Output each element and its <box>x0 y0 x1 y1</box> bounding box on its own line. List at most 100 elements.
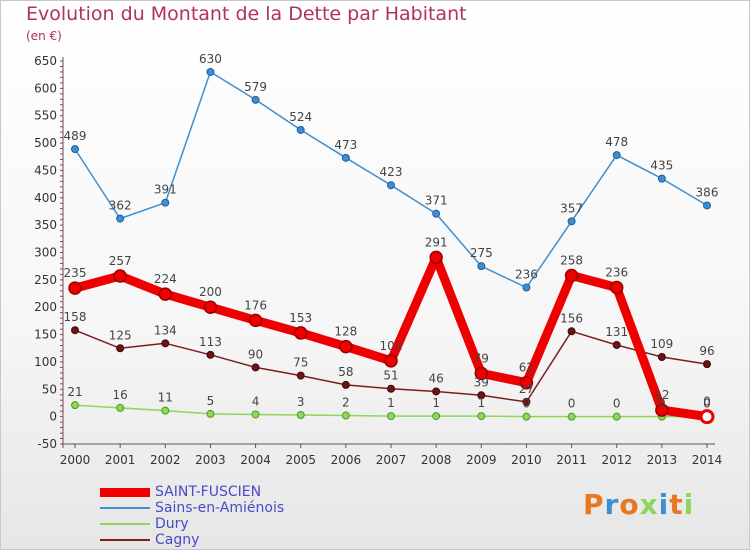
data-point-saint-fuscien <box>384 354 398 368</box>
legend-label-saint-fuscien: SAINT-FUSCIEN <box>155 484 262 500</box>
legend-label-dury: Dury <box>155 516 189 532</box>
x-tick-label: 2001 <box>105 453 136 467</box>
data-point-dury <box>387 412 395 421</box>
data-label-cagny: 125 <box>109 328 132 342</box>
data-label-saint-fuscien: 257 <box>109 254 132 268</box>
data-point-saint-fuscien <box>248 313 263 328</box>
legend-swatch-dury <box>100 523 150 525</box>
y-tick-label: 400 <box>34 191 57 205</box>
data-label-cagny: 90 <box>248 347 263 361</box>
chart-unit: (en €) <box>26 29 62 43</box>
data-label-sains-en-amienois: 524 <box>289 110 312 124</box>
data-point-saint-fuscien <box>158 287 173 301</box>
x-tick-label: 2011 <box>556 453 587 467</box>
legend: SAINT-FUSCIEN Sains-en-Amiénois Dury Cag… <box>100 484 284 548</box>
brand-letter: P <box>583 488 605 521</box>
brand-letter: i <box>683 488 695 521</box>
y-tick-label: 450 <box>34 163 57 177</box>
data-point-sains-en-amienois <box>432 209 441 218</box>
data-label-dury: 4 <box>252 394 260 408</box>
data-label-dury: 0 <box>568 397 576 411</box>
data-point-cagny <box>251 363 260 372</box>
data-point-cagny <box>296 371 305 380</box>
data-point-sains-en-amienois <box>612 151 621 160</box>
x-tick-label: 2013 <box>647 453 678 467</box>
data-label-sains-en-amienois: 489 <box>64 129 87 143</box>
data-label-cagny: 109 <box>650 337 673 351</box>
x-tick-label: 2003 <box>195 453 226 467</box>
data-point-saint-fuscien <box>519 375 534 390</box>
legend-swatch-sains-en-amienois <box>100 507 150 509</box>
data-label-sains-en-amienois: 579 <box>244 80 267 94</box>
data-label-sains-en-amienois: 386 <box>696 185 719 199</box>
data-point-dury <box>477 412 486 421</box>
data-label-saint-fuscien: 236 <box>605 266 628 280</box>
proxiti-logo: Proxiti <box>583 488 694 521</box>
data-point-dury <box>71 401 79 410</box>
x-tick-label: 2005 <box>285 453 316 467</box>
y-tick-label: -50 <box>37 437 57 451</box>
data-label-saint-fuscien: 153 <box>289 311 312 325</box>
data-label-saint-fuscien: 12 <box>654 388 669 402</box>
data-point-saint-fuscien <box>113 269 127 283</box>
data-label-cagny: 113 <box>199 335 222 349</box>
data-point-sains-en-amienois <box>387 181 395 190</box>
legend-swatch-saint-fuscien <box>100 487 150 497</box>
data-label-saint-fuscien: 62 <box>519 361 534 375</box>
data-label-sains-en-amienois: 478 <box>605 135 628 149</box>
y-tick-label: 300 <box>34 246 57 260</box>
data-point-cagny <box>432 387 441 396</box>
data-point-sains-en-amienois <box>251 95 260 104</box>
data-point-cagny <box>387 384 395 393</box>
data-point-saint-fuscien <box>609 280 624 295</box>
data-label-dury: 11 <box>158 391 173 405</box>
data-label-dury: 1 <box>477 396 485 410</box>
legend-item-cagny: Cagny <box>100 532 284 548</box>
x-tick-label: 2002 <box>150 453 181 467</box>
data-label-dury: 0 <box>613 397 621 411</box>
data-point-cagny <box>341 380 350 389</box>
data-label-sains-en-amienois: 630 <box>199 52 222 66</box>
y-tick-label: 100 <box>34 355 57 369</box>
legend-label-sains-en-amienois: Sains-en-Amiénois <box>155 500 285 516</box>
data-label-saint-fuscien: 235 <box>64 266 87 280</box>
legend-swatch-cagny <box>100 539 150 541</box>
data-label-cagny: 51 <box>383 369 398 383</box>
data-point-cagny <box>116 344 125 353</box>
data-point-sains-en-amienois <box>522 283 531 292</box>
data-point-saint-fuscien <box>699 409 715 425</box>
data-label-saint-fuscien: 128 <box>334 325 357 339</box>
brand-letter: o <box>619 488 640 521</box>
data-point-dury <box>251 410 260 419</box>
data-label-cagny: 134 <box>154 323 177 337</box>
y-tick-label: 500 <box>34 136 57 150</box>
x-tick-label: 2010 <box>511 453 542 467</box>
legend-item-saint-fuscien: SAINT-FUSCIEN <box>100 484 284 500</box>
chart-title: Evolution du Montant de la Dette par Hab… <box>26 3 467 25</box>
y-tick-label: 650 <box>34 54 57 68</box>
data-label-saint-fuscien: 0 <box>703 395 711 409</box>
data-label-dury: 1 <box>432 396 440 410</box>
data-point-sains-en-amienois <box>477 262 486 271</box>
y-tick-label: 550 <box>34 109 57 123</box>
data-point-sains-en-amienois <box>161 198 170 207</box>
data-point-dury <box>432 412 441 421</box>
y-tick-label: 50 <box>42 382 57 396</box>
legend-label-cagny: Cagny <box>155 532 200 548</box>
data-point-dury <box>522 412 531 421</box>
data-label-dury: 21 <box>67 385 82 399</box>
data-point-cagny <box>522 397 531 406</box>
data-point-cagny <box>612 340 621 349</box>
data-label-cagny: 96 <box>699 344 714 358</box>
y-tick-label: 250 <box>34 273 57 287</box>
y-tick-label: 0 <box>49 410 57 424</box>
data-point-sains-en-amienois <box>567 217 576 226</box>
brand-letter: r <box>604 488 620 521</box>
data-label-cagny: 158 <box>64 310 87 324</box>
data-label-saint-fuscien: 291 <box>425 235 448 249</box>
data-label-saint-fuscien: 79 <box>474 351 489 365</box>
data-point-saint-fuscien <box>293 326 308 340</box>
data-point-sains-en-amienois <box>71 145 79 154</box>
data-point-saint-fuscien <box>655 403 669 417</box>
